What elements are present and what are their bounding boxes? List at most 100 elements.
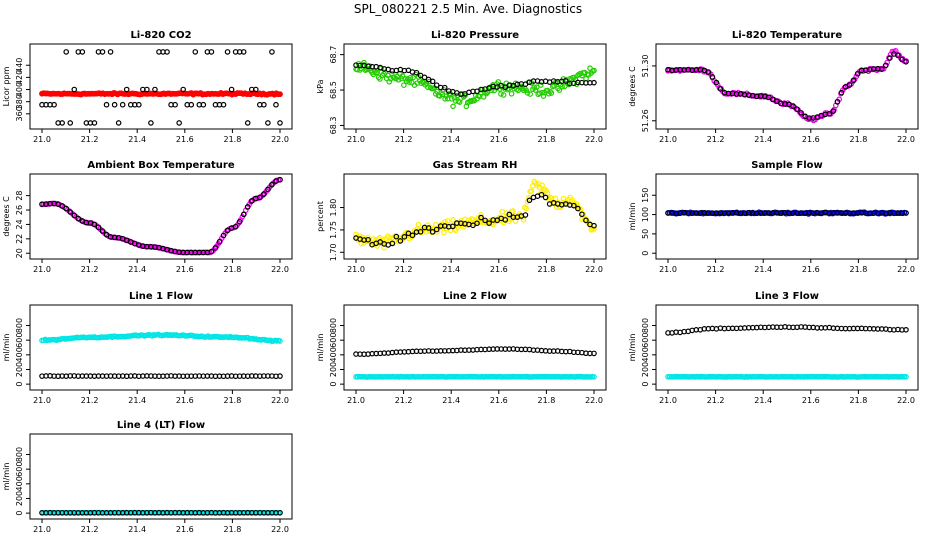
y-tick-label: 68.7 xyxy=(329,46,338,64)
series-raw xyxy=(353,178,597,251)
x-tick-label: 22.0 xyxy=(271,135,289,144)
data-point xyxy=(834,99,841,105)
x-tick-label: 21.6 xyxy=(802,135,820,144)
chart-title: Li-820 CO2 xyxy=(130,30,191,41)
x-tick-label: 21.8 xyxy=(537,135,555,144)
data-point xyxy=(123,86,130,93)
x-tick-label: 21.8 xyxy=(849,396,867,405)
y-tick-label: 440 xyxy=(15,58,24,73)
data-point xyxy=(878,66,885,72)
data-point xyxy=(63,205,70,212)
y-tick-label: 600 xyxy=(329,333,338,348)
y-tick-label: 200 xyxy=(329,362,338,377)
y-tick-label: 600 xyxy=(15,333,24,348)
y-axis-label: ml/min xyxy=(2,463,11,491)
plot-frame xyxy=(29,173,293,260)
y-tick-label: 68.5 xyxy=(329,81,338,99)
data-point xyxy=(265,186,271,193)
data-point xyxy=(442,96,448,102)
plot-area xyxy=(39,176,283,256)
series-raw xyxy=(39,89,283,98)
data-point xyxy=(534,84,540,90)
y-tick-label: 600 xyxy=(15,462,24,477)
data-point xyxy=(224,49,231,55)
y-tick-label: 51.26 xyxy=(641,109,650,132)
chart-title: Sample Flow xyxy=(751,160,823,171)
data-point xyxy=(883,62,889,69)
data-point xyxy=(506,211,513,218)
x-tick-label: 22.0 xyxy=(271,265,289,274)
data-point xyxy=(115,120,122,126)
data-point xyxy=(192,49,199,55)
y-tick-label: 68.3 xyxy=(329,117,338,135)
data-point xyxy=(552,195,559,202)
y-tick-label: 400 xyxy=(15,476,24,491)
y-tick-label: 0 xyxy=(641,382,650,387)
plot-frame xyxy=(29,304,293,391)
chart-5: Gas Stream RH percent 1.70 1.75 1.80 21.0 21.2… xyxy=(316,160,607,274)
series-avg xyxy=(353,62,597,97)
x-tick-label: 21.0 xyxy=(659,396,677,405)
data-point xyxy=(361,59,367,66)
data-point xyxy=(441,84,448,91)
data-point xyxy=(91,221,98,228)
data-point xyxy=(903,374,909,380)
y-tick-label: 0 xyxy=(15,511,24,516)
data-point xyxy=(483,220,490,226)
data-point xyxy=(381,244,387,251)
data-point xyxy=(562,78,569,84)
series-avg xyxy=(665,209,909,217)
series-avg xyxy=(665,51,909,121)
data-point xyxy=(164,49,170,55)
y-tick-label: 24 xyxy=(15,219,24,229)
data-point xyxy=(407,74,414,81)
data-point xyxy=(440,229,447,236)
data-point xyxy=(257,194,263,201)
chart-3: Li-820 Temperature degrees C 51.26 51.30 21.… xyxy=(628,30,919,144)
x-tick-label: 21.2 xyxy=(707,135,725,144)
plot-area xyxy=(665,48,909,124)
y-axis-label: percent xyxy=(316,201,325,232)
data-point xyxy=(373,236,379,243)
data-point xyxy=(377,76,383,82)
data-point xyxy=(528,188,535,194)
data-point xyxy=(452,227,459,234)
data-point xyxy=(75,215,82,222)
data-point xyxy=(176,120,182,126)
data-point xyxy=(103,101,110,108)
data-point xyxy=(172,101,178,108)
x-tick-label: 22.0 xyxy=(271,396,289,405)
y-axis-label: ml/min xyxy=(628,203,637,231)
data-point xyxy=(417,228,424,235)
data-point xyxy=(523,87,529,94)
chart-2: Li-820 Pressure kPa 68.3 68.5 68.7 21.0 21.2 21… xyxy=(316,30,607,144)
x-tick-label: 21.6 xyxy=(802,396,820,405)
data-point xyxy=(450,103,456,110)
data-point xyxy=(208,49,215,55)
data-point xyxy=(103,231,110,238)
data-point xyxy=(208,248,215,255)
chart-title: Line 4 (LT) Flow xyxy=(117,420,205,431)
y-tick-label: 100 xyxy=(641,207,650,222)
data-point xyxy=(482,217,488,224)
data-point xyxy=(148,120,154,126)
y-tick-label: 400 xyxy=(329,347,338,362)
x-tick-label: 21.8 xyxy=(223,396,241,405)
data-point xyxy=(895,52,901,59)
y-axis-label: ml/min xyxy=(2,334,11,362)
y-tick-label: 800 xyxy=(15,318,24,333)
data-point xyxy=(273,101,279,108)
data-point xyxy=(705,69,712,75)
y-tick-label: 20 xyxy=(15,248,24,258)
x-tick-label: 21.6 xyxy=(490,135,508,144)
data-point xyxy=(899,56,905,63)
data-point xyxy=(277,509,283,516)
chart-title: Li-820 Temperature xyxy=(732,30,842,41)
x-tick-label: 21.2 xyxy=(395,135,413,144)
data-point xyxy=(826,111,833,117)
data-point xyxy=(429,78,436,85)
y-tick-label: 600 xyxy=(641,333,650,348)
data-point xyxy=(903,58,909,65)
